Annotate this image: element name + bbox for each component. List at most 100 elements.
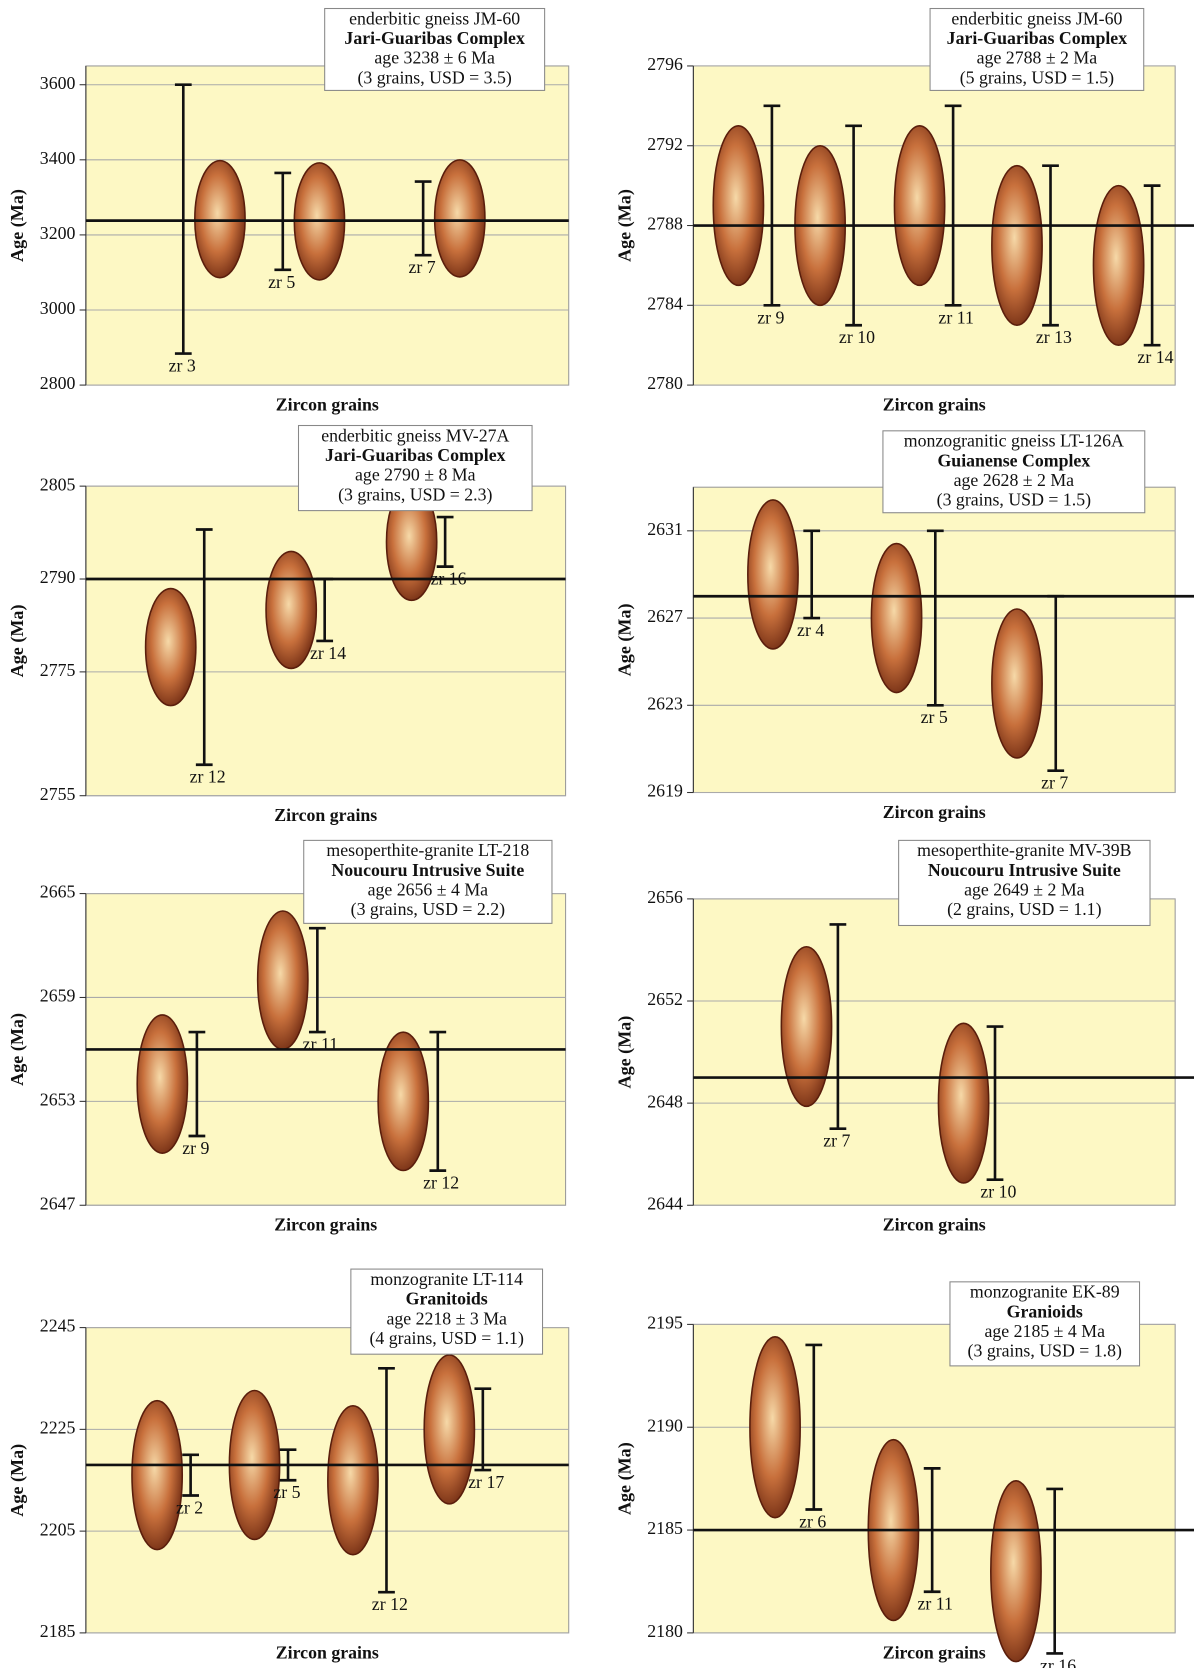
title-line: (3 grains, USD = 2.2) xyxy=(351,899,505,920)
y-tick-label: 2185 xyxy=(40,1621,76,1641)
title-line: (5 grains, USD = 1.5) xyxy=(960,67,1114,88)
y-axis-label: Age (Ma) xyxy=(7,605,28,678)
y-tick-label: 2796 xyxy=(647,54,683,74)
x-axis-label: Zircon grains xyxy=(883,1215,986,1235)
title-line: Granioids xyxy=(1007,1301,1083,1321)
grain-label: zr 11 xyxy=(938,307,973,327)
y-tick-label: 2627 xyxy=(647,606,683,626)
title-line: (2 grains, USD = 1.1) xyxy=(947,899,1101,920)
x-axis-label: Zircon grains xyxy=(274,805,377,825)
figure: 28003000320034003600zr 3zr 5zr 7enderbit… xyxy=(0,0,1194,1668)
title-line: Noucouru Intrusive Suite xyxy=(331,860,524,880)
y-tick-label: 2784 xyxy=(647,293,683,313)
plot-area xyxy=(693,899,1175,1205)
grain-label: zr 4 xyxy=(797,620,824,640)
y-tick-label: 2800 xyxy=(40,373,76,393)
y-tick-label: 2775 xyxy=(40,660,76,680)
y-tick-label: 2245 xyxy=(40,1316,76,1336)
x-axis-label: Zircon grains xyxy=(274,1215,377,1235)
x-axis-label: Zircon grains xyxy=(883,394,986,414)
y-tick-label: 3600 xyxy=(40,73,76,93)
zircon-grain xyxy=(1093,186,1143,346)
y-tick-label: 2790 xyxy=(40,567,76,587)
y-tick-label: 2665 xyxy=(40,882,76,902)
title-line: age 2788 ± 2 Ma xyxy=(977,48,1098,68)
zircon-grain xyxy=(894,126,944,286)
title-line: age 2185 ± 4 Ma xyxy=(985,1321,1106,1341)
y-tick-label: 2792 xyxy=(647,134,683,154)
y-tick-label: 2631 xyxy=(647,519,683,539)
grain-label: zr 5 xyxy=(273,1482,300,1502)
title-line: enderbitic gneiss JM-60 xyxy=(951,8,1122,28)
title-line: (4 grains, USD = 1.1) xyxy=(370,1328,524,1349)
title-line: monzogranite EK-89 xyxy=(970,1282,1120,1302)
zircon-grain xyxy=(258,911,308,1049)
grain-label: zr 9 xyxy=(757,307,784,327)
y-tick-label: 2659 xyxy=(40,985,76,1005)
grain-label: zr 9 xyxy=(182,1138,209,1158)
title-line: Jari-Guaribas Complex xyxy=(947,28,1127,48)
grain-label: zr 7 xyxy=(408,257,435,277)
title-line: (3 grains, USD = 3.5) xyxy=(357,67,511,88)
zircon-grain xyxy=(991,1481,1041,1662)
title-line: age 2628 ± 2 Ma xyxy=(954,470,1075,490)
zircon-grain xyxy=(781,947,831,1107)
grain-label: zr 5 xyxy=(268,272,295,292)
y-tick-label: 3000 xyxy=(40,298,76,318)
title-line: mesoperthite-granite LT-218 xyxy=(326,840,529,860)
y-axis-label: Age (Ma) xyxy=(7,1013,28,1086)
title-line: (3 grains, USD = 2.3) xyxy=(338,484,492,505)
grain-label: zr 10 xyxy=(980,1182,1016,1202)
title-line: age 3238 ± 6 Ma xyxy=(374,48,495,68)
y-tick-label: 3400 xyxy=(40,148,76,168)
y-tick-label: 2623 xyxy=(647,693,683,713)
title-line: monzogranitic gneiss LT-126A xyxy=(904,431,1124,451)
y-axis-label: Age (Ma) xyxy=(7,189,28,262)
grain-label: zr 12 xyxy=(372,1594,408,1614)
title-line: enderbitic gneiss MV-27A xyxy=(321,425,509,445)
title-line: Guianense Complex xyxy=(937,450,1090,470)
y-tick-label: 2788 xyxy=(647,214,683,234)
title-line: Noucouru Intrusive Suite xyxy=(928,860,1121,880)
title-line: Jari-Guaribas Complex xyxy=(325,445,505,465)
y-axis-label: Age (Ma) xyxy=(615,1442,636,1515)
y-axis-label: Age (Ma) xyxy=(615,1016,636,1089)
zircon-grain xyxy=(378,1032,428,1170)
y-tick-label: 2180 xyxy=(647,1621,683,1641)
y-tick-label: 2656 xyxy=(647,887,683,907)
zircon-grain xyxy=(132,1401,182,1550)
panel: 2185220522252245zr 2zr 5zr 12zr 17monzog… xyxy=(7,1269,569,1663)
grain-label: zr 2 xyxy=(176,1497,203,1517)
title-line: Jari-Guaribas Complex xyxy=(344,28,524,48)
zircon-grain xyxy=(424,1355,474,1504)
grain-label: zr 5 xyxy=(921,707,948,727)
grain-label: zr 11 xyxy=(917,1594,952,1614)
y-tick-label: 2619 xyxy=(647,781,683,801)
zircon-grain xyxy=(871,544,921,693)
y-tick-label: 2205 xyxy=(40,1519,76,1539)
title-line: enderbitic gneiss JM-60 xyxy=(349,8,520,28)
title-line: Granitoids xyxy=(406,1288,488,1308)
grain-label: zr 13 xyxy=(1036,327,1072,347)
grain-label: zr 11 xyxy=(303,1034,338,1054)
grain-label: zr 16 xyxy=(430,568,466,588)
y-tick-label: 2780 xyxy=(647,373,683,393)
y-tick-label: 2195 xyxy=(647,1312,683,1332)
grain-label: zr 14 xyxy=(310,643,346,663)
zircon-grain xyxy=(992,166,1042,326)
y-tick-label: 2648 xyxy=(647,1091,683,1111)
title-line: age 2649 ± 2 Ma xyxy=(964,879,1085,899)
title-line: monzogranite LT-114 xyxy=(370,1269,523,1289)
title-line: age 2790 ± 8 Ma xyxy=(355,465,476,485)
y-tick-label: 2652 xyxy=(647,989,683,1009)
y-tick-label: 2647 xyxy=(40,1193,76,1213)
grain-label: zr 3 xyxy=(169,355,196,375)
x-axis-label: Zircon grains xyxy=(276,1642,379,1662)
x-axis-label: Zircon grains xyxy=(883,1642,986,1662)
zircon-grain xyxy=(938,1023,988,1183)
title-line: (3 grains, USD = 1.5) xyxy=(937,490,1091,511)
grain-label: zr 6 xyxy=(799,1511,826,1531)
